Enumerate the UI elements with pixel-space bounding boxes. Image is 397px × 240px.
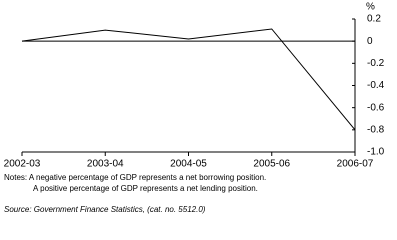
chart: % Notes: A negative percentage of GDP re… xyxy=(4,2,385,214)
note: A positive percentage of GDP represents … xyxy=(33,184,258,193)
x-tick-label: 2005-06 xyxy=(253,159,290,170)
line xyxy=(21,28,356,131)
note: Notes: A negative percentage of GDP repr… xyxy=(4,173,266,182)
x-tick-label: 2004-05 xyxy=(170,159,207,170)
y-tick-label: -0.2 xyxy=(367,58,385,69)
y-tick-label: 0.2 xyxy=(367,14,381,25)
x-tick-label: 2006-07 xyxy=(337,159,374,170)
y-tick-label: -0.4 xyxy=(367,80,385,91)
y-tick-label: 0 xyxy=(367,36,373,47)
y-unit: % xyxy=(366,2,375,13)
x-tick-label: 2003-04 xyxy=(87,159,124,170)
y-tick-label: -1.0 xyxy=(367,147,385,158)
source: Source: Government Finance Statistics, (… xyxy=(4,205,206,214)
y-tick-label: -0.8 xyxy=(367,124,385,135)
x-tick-label: 2002-03 xyxy=(4,159,41,170)
y-tick-label: -0.6 xyxy=(367,102,385,113)
